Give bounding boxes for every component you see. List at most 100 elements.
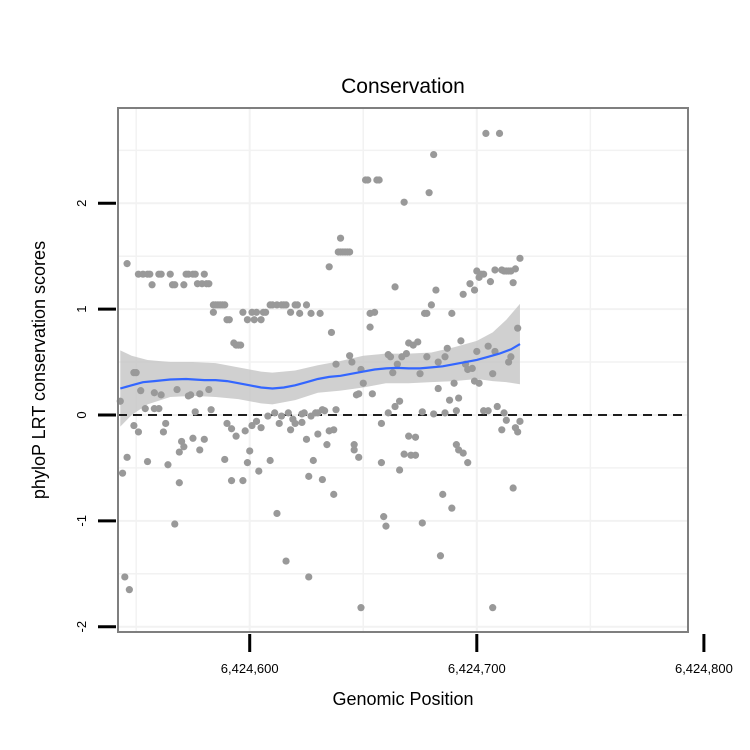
- data-point: [441, 409, 449, 417]
- data-point: [430, 150, 438, 159]
- data-point: [305, 472, 313, 480]
- data-point: [252, 308, 261, 316]
- data-point: [348, 358, 356, 366]
- data-point: [175, 479, 183, 487]
- data-point: [118, 469, 127, 477]
- data-point: [250, 316, 258, 324]
- data-point: [395, 466, 404, 474]
- data-point: [430, 410, 438, 418]
- data-point: [293, 301, 302, 309]
- data-point: [286, 426, 295, 434]
- data-point: [514, 428, 522, 436]
- data-point: [366, 323, 374, 331]
- data-point: [264, 412, 272, 420]
- data-point: [489, 370, 497, 378]
- data-point: [332, 360, 340, 368]
- data-point: [400, 450, 408, 458]
- data-point: [141, 405, 149, 413]
- x-axis-title: Genomic Position: [332, 689, 473, 709]
- data-point: [205, 280, 213, 288]
- data-point: [355, 390, 363, 398]
- data-point: [157, 391, 165, 399]
- data-point: [427, 301, 435, 309]
- data-point: [498, 426, 506, 434]
- data-point: [332, 406, 340, 414]
- data-point: [162, 419, 170, 428]
- data-point: [300, 409, 308, 417]
- data-point: [275, 419, 283, 428]
- data-point: [187, 391, 195, 399]
- data-point: [232, 432, 240, 440]
- data-point: [391, 283, 399, 291]
- data-point: [291, 419, 299, 428]
- y-tick-label: 0: [74, 411, 89, 418]
- data-point: [346, 248, 354, 256]
- data-point: [150, 389, 158, 397]
- data-point: [502, 416, 510, 424]
- data-point: [121, 573, 129, 581]
- x-tick-label: 6,424,600: [221, 661, 279, 676]
- x-axis: 6,424,600 6,424,700 6,424,800: [221, 634, 733, 676]
- data-point: [464, 459, 472, 467]
- data-point: [196, 446, 204, 454]
- data-point: [480, 270, 488, 278]
- data-point: [418, 408, 426, 416]
- data-point: [411, 451, 420, 459]
- data-point: [223, 419, 231, 428]
- data-point: [400, 198, 408, 206]
- confidence-band-area: [120, 303, 520, 427]
- data-point: [123, 260, 131, 268]
- data-point: [432, 286, 440, 294]
- data-point: [282, 557, 290, 565]
- data-point: [482, 129, 490, 138]
- data-point: [146, 270, 154, 278]
- data-point: [425, 189, 433, 197]
- data-point: [391, 402, 399, 411]
- data-point: [321, 407, 329, 415]
- data-point: [171, 520, 179, 528]
- data-point: [221, 301, 229, 309]
- data-point: [441, 353, 449, 361]
- data-point: [393, 360, 401, 368]
- data-point: [164, 461, 172, 469]
- data-point: [255, 467, 263, 475]
- data-point: [423, 353, 431, 361]
- data-point: [466, 280, 474, 288]
- data-point: [507, 353, 515, 361]
- data-point: [148, 281, 156, 289]
- data-point: [443, 344, 451, 352]
- data-point: [350, 446, 358, 454]
- data-point: [200, 435, 208, 443]
- data-point: [243, 316, 252, 324]
- data-point: [134, 428, 143, 436]
- data-point: [175, 448, 183, 456]
- data-point: [418, 519, 426, 527]
- data-point: [484, 407, 492, 415]
- data-point: [509, 484, 517, 492]
- data-point: [380, 513, 388, 521]
- data-point: [436, 552, 445, 560]
- data-point: [336, 234, 345, 242]
- data-point: [248, 421, 256, 430]
- data-point: [384, 409, 392, 417]
- data-point: [346, 352, 354, 360]
- data-point: [509, 279, 517, 287]
- data-point: [239, 477, 247, 485]
- data-point: [364, 176, 372, 184]
- data-point: [359, 379, 367, 387]
- data-point: [266, 456, 274, 465]
- data-point: [273, 509, 281, 518]
- data-point: [516, 417, 524, 425]
- data-point: [491, 266, 499, 274]
- data-points: [116, 129, 524, 612]
- data-point: [130, 421, 138, 430]
- data-point: [143, 457, 152, 466]
- data-point: [241, 427, 249, 435]
- y-tick-label: 1: [74, 306, 89, 313]
- data-point: [423, 309, 431, 317]
- y-axis-title: phyloP LRT conservation scores: [29, 241, 49, 499]
- data-point: [243, 459, 252, 467]
- data-point: [414, 338, 422, 346]
- data-point: [252, 417, 261, 425]
- data-point: [207, 406, 215, 414]
